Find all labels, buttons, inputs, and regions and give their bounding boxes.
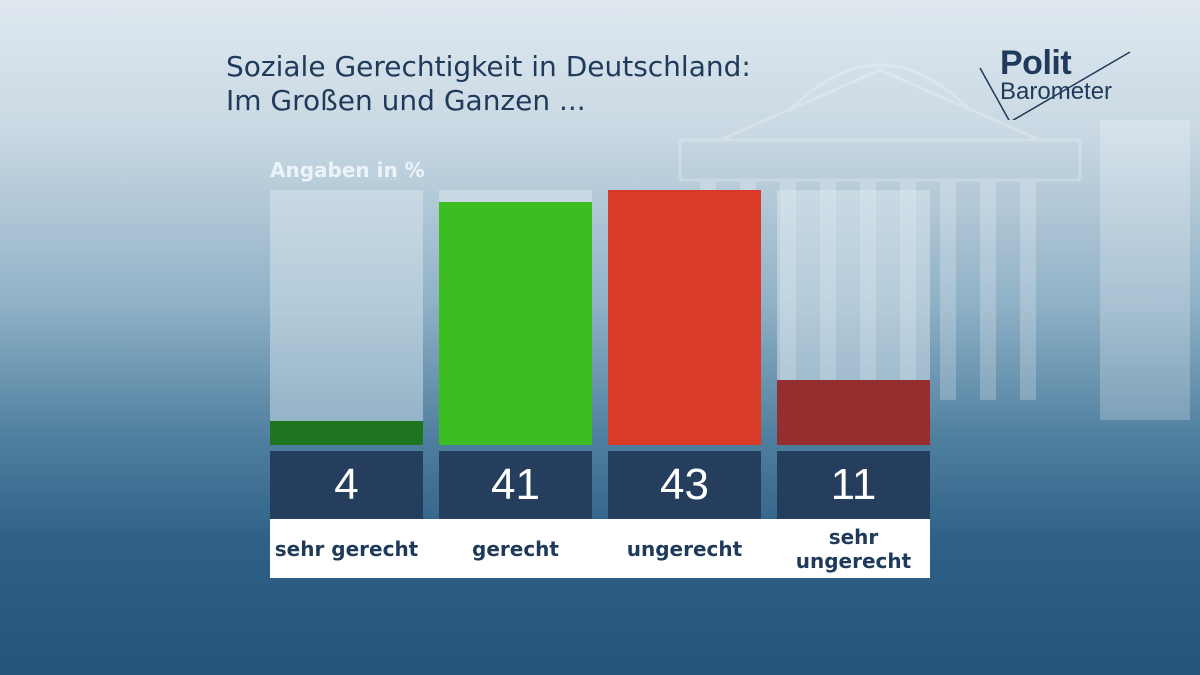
category-label-strip <box>270 519 930 578</box>
logo-polit: Polit <box>1000 44 1072 82</box>
bar-value-label: 11 <box>777 451 930 519</box>
bar-track <box>439 190 592 445</box>
bar-track <box>270 190 423 445</box>
checkmark-icon <box>979 51 1131 120</box>
politbarometer-logo: Polit Barometer <box>970 40 1140 120</box>
bar <box>270 421 423 445</box>
bar-value-label: 41 <box>439 451 592 519</box>
chart-title: Soziale Gerechtigkeit in Deutschland: Im… <box>226 50 751 118</box>
category-label: sehr gerecht <box>274 536 419 561</box>
logo-barometer: Barometer <box>1000 78 1113 105</box>
bar-chart: 4 sehr gerecht 41 gerecht 43 ungerecht 11 sehr … <box>270 190 930 580</box>
bar-column-3: 43 <box>608 190 761 580</box>
category-label: sehr ungerecht <box>795 524 912 573</box>
title-line-2: Im Großen und Ganzen ... <box>226 84 586 117</box>
bar-value-label: 4 <box>270 451 423 519</box>
bar-column-2: 41 <box>439 190 592 580</box>
category-label: ungerecht <box>626 536 743 561</box>
bar <box>777 379 930 445</box>
category-label: gerecht <box>472 536 559 561</box>
unit-label: Angaben in % <box>270 158 425 182</box>
bar-column-1: 4 <box>270 190 423 580</box>
bar-track <box>608 190 761 445</box>
bar-track <box>777 190 930 445</box>
title-line-1: Soziale Gerechtigkeit in Deutschland: <box>226 50 751 83</box>
bar <box>608 190 761 445</box>
bar-column-4: 11 <box>777 190 930 580</box>
bar-value-label: 43 <box>608 451 761 519</box>
bar <box>439 201 592 445</box>
